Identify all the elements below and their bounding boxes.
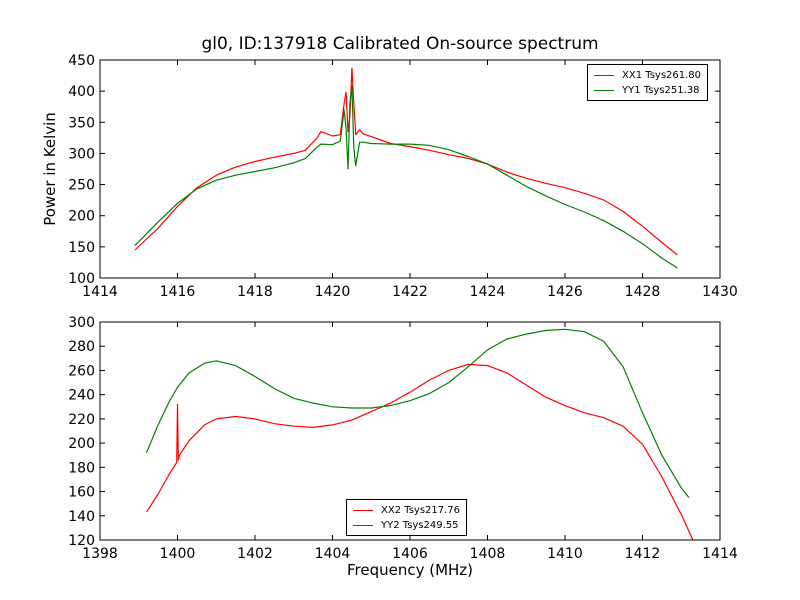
- legend-label: YY1 Tsys251.38: [622, 85, 700, 96]
- legend-swatch: [353, 525, 373, 526]
- y-tick-label: 220: [68, 412, 95, 428]
- y-tick-label: 160: [68, 485, 95, 501]
- legend-label: YY2 Tsys249.55: [381, 520, 459, 531]
- bottom-plot: 1398 1400 1402 1404 1406 1408 1410 1412 1414 120 1…: [68, 315, 738, 562]
- x-tick-label: 1398: [82, 546, 118, 562]
- x-tick-label: 1400: [160, 546, 196, 562]
- y-tick-label: 180: [68, 460, 95, 476]
- legend-swatch: [353, 510, 373, 511]
- x-tick-label: 1414: [702, 546, 738, 562]
- legend-entry: XX2 Tsys217.76: [353, 503, 460, 518]
- y-tick-label: 250: [68, 178, 95, 194]
- legend-entry: YY2 Tsys249.55: [353, 518, 460, 533]
- series-line-1: [145, 363, 694, 541]
- x-tick-label: 1414: [82, 284, 118, 300]
- legend-swatch: [594, 75, 614, 76]
- bottom-legend: XX2 Tsys217.76 YY2 Tsys249.55: [346, 499, 468, 536]
- x-tick-label: 1404: [315, 546, 351, 562]
- x-tick-label: 1408: [470, 546, 506, 562]
- x-tick-label: 1418: [237, 284, 273, 300]
- x-tick-label: 1420: [315, 284, 351, 300]
- y-tick-label: 240: [68, 388, 95, 404]
- y-tick-label: 150: [68, 240, 95, 256]
- y-tick-label: 300: [68, 146, 95, 162]
- series-line-2: [134, 85, 678, 269]
- x-tick-label: 1422: [392, 284, 428, 300]
- x-tick-label: 1412: [625, 546, 661, 562]
- y-tick-label: 300: [68, 315, 95, 331]
- x-tick-label: 1428: [625, 284, 661, 300]
- bottom-x-axis-label: Frequency (MHz): [346, 561, 474, 579]
- series-line-1: [134, 67, 678, 256]
- x-tick-label: 1402: [237, 546, 273, 562]
- chart-title: gl0, ID:137918 Calibrated On-source spec…: [201, 34, 599, 54]
- legend-entry: YY1 Tsys251.38: [594, 83, 701, 98]
- y-tick-label: 200: [68, 436, 95, 452]
- top-legend: XX1 Tsys261.80 YY1 Tsys251.38: [587, 64, 709, 101]
- x-tick-label: 1430: [702, 284, 738, 300]
- x-tick-label: 1406: [392, 546, 428, 562]
- y-tick-label: 140: [68, 509, 95, 525]
- legend-entry: XX1 Tsys261.80: [594, 68, 701, 83]
- legend-label: XX2 Tsys217.76: [381, 505, 461, 516]
- x-tick-label: 1410: [547, 546, 583, 562]
- y-tick-label: 400: [68, 84, 95, 100]
- legend-label: XX1 Tsys261.80: [622, 70, 702, 81]
- y-tick-label: 120: [68, 533, 95, 549]
- y-tick-label: 260: [68, 363, 95, 379]
- top-plot: 1414 1416 1418 1420 1422 1424 1426 1428 1430 100 1…: [68, 53, 738, 300]
- y-tick-label: 280: [68, 339, 95, 355]
- legend-swatch: [594, 90, 614, 91]
- x-tick-label: 1426: [547, 284, 583, 300]
- series-line-2: [145, 328, 690, 498]
- x-tick-label: 1424: [470, 284, 506, 300]
- top-y-axis-label: Power in Kelvin: [41, 112, 59, 226]
- y-tick-label: 350: [68, 115, 95, 131]
- y-tick-label: 200: [68, 209, 95, 225]
- x-tick-label: 1416: [160, 284, 196, 300]
- y-tick-label: 100: [68, 271, 95, 287]
- y-tick-label: 450: [68, 53, 95, 69]
